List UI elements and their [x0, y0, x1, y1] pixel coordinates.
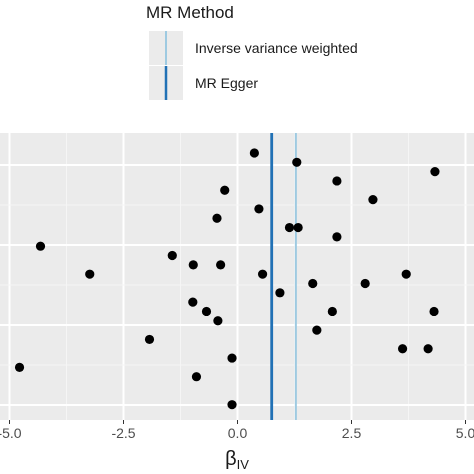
data-point — [220, 185, 230, 195]
data-point — [85, 269, 95, 279]
data-point — [327, 306, 337, 317]
x-axis: -5.0 -2.5 0.0 2.5 5.0 — [0, 420, 474, 441]
data-point — [227, 400, 237, 410]
data-point — [308, 278, 318, 289]
data-point — [423, 344, 433, 354]
data-point — [254, 204, 264, 214]
data-point — [312, 325, 322, 335]
data-point — [213, 316, 223, 326]
data-point — [191, 372, 202, 382]
legend: MR Method Inverse variance weighted MR E… — [146, 3, 358, 100]
data-point — [401, 269, 411, 279]
data-point — [368, 194, 378, 205]
data-point — [216, 260, 226, 270]
data-point — [14, 362, 25, 372]
x-tick-label: -2.5 — [111, 425, 135, 441]
data-point — [332, 232, 342, 242]
data-point — [257, 269, 268, 279]
data-point — [249, 148, 259, 158]
data-point — [188, 260, 198, 270]
data-point — [201, 306, 212, 317]
legend-label-egger: MR Egger — [195, 75, 258, 91]
data-points — [14, 148, 440, 410]
data-point — [397, 344, 408, 354]
data-point — [430, 167, 440, 177]
data-point — [429, 306, 439, 317]
legend-label-ivw: Inverse variance weighted — [195, 40, 358, 56]
data-point — [292, 157, 302, 167]
data-point — [212, 213, 222, 223]
data-point — [332, 176, 342, 186]
x-tick-label: 5.0 — [456, 425, 474, 441]
grid — [0, 133, 474, 420]
data-point — [144, 334, 155, 345]
x-tick-label: 0.0 — [228, 425, 248, 441]
x-tick-label: -5.0 — [0, 425, 22, 441]
data-point — [284, 222, 295, 233]
data-point — [227, 353, 237, 363]
method-lines — [270, 133, 297, 420]
data-point — [275, 288, 285, 298]
x-tick-label: 2.5 — [342, 425, 362, 441]
data-point — [360, 278, 370, 289]
data-point — [293, 222, 303, 233]
data-point — [167, 250, 177, 261]
x-axis-label: βIV — [225, 448, 249, 472]
legend-title: MR Method — [146, 3, 234, 22]
data-point — [35, 241, 46, 251]
data-point — [188, 297, 198, 307]
